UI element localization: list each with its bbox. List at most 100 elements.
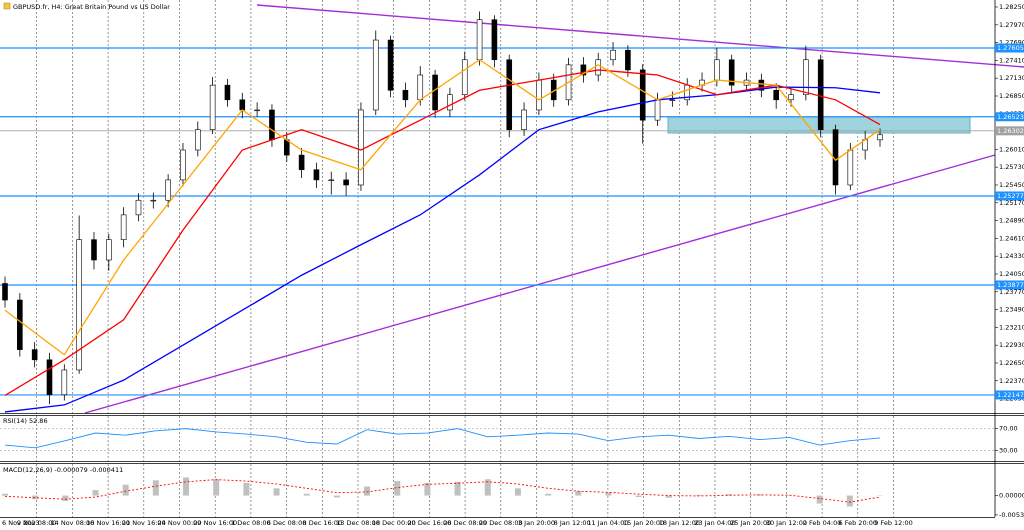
- candle-body: [654, 99, 661, 121]
- candle-body: [239, 99, 246, 111]
- x-tick-label: 25 Jan 20:00: [730, 519, 771, 527]
- candle-body: [402, 89, 409, 101]
- x-tick-label: 11 Jan 04:00: [587, 519, 628, 527]
- candle-body: [625, 49, 631, 71]
- y-tick-label: -0.005318: [999, 511, 1024, 519]
- macd-bar: [575, 491, 582, 496]
- candle-body: [803, 59, 809, 96]
- candle-body: [61, 369, 68, 396]
- y-tick-label: 1.23490: [999, 306, 1024, 314]
- candle-body: [298, 154, 305, 171]
- level-label: 1.23877: [997, 281, 1024, 289]
- candle-body: [447, 94, 453, 111]
- y-tick-label: 1.22370: [999, 377, 1024, 385]
- trend-line: [84, 154, 996, 414]
- candle-body: [224, 84, 231, 101]
- macd-bar: [394, 481, 401, 496]
- moving-average: [4, 69, 881, 396]
- y-tick-label: 1.24330: [999, 252, 1024, 260]
- y-tick-label: 1.24890: [999, 217, 1024, 225]
- macd-bar: [333, 495, 340, 498]
- x-tick-label: 16 Nov 16:00: [86, 519, 130, 527]
- time-grid: [36, 0, 894, 517]
- level-label-box: [995, 112, 1024, 122]
- candle-body: [417, 74, 424, 101]
- macd-bar: [243, 482, 250, 496]
- candle-body: [91, 239, 97, 261]
- rsi-line: [4, 428, 881, 449]
- macd-signal: [4, 479, 881, 503]
- candle-body: [728, 59, 735, 86]
- x-tick-label: 30 Jan 12:00: [766, 519, 807, 527]
- candle-body: [432, 74, 438, 111]
- candle-body: [714, 59, 720, 81]
- candle-body: [46, 359, 53, 396]
- x-tick-label: 14 Nov 08:00: [50, 519, 94, 527]
- macd-bar: [635, 495, 642, 498]
- x-tick-label: 3 Jan 20:00: [518, 519, 555, 527]
- candle-body: [788, 94, 794, 101]
- candle-body: [387, 39, 394, 91]
- y-tick-label: 1.27130: [999, 74, 1024, 82]
- rsi-title: RSI(14) 52.86: [3, 417, 48, 425]
- moving-average: [4, 86, 881, 413]
- level-label-box: [995, 43, 1024, 53]
- x-tick-label: 13 Dec 08:00: [336, 519, 380, 527]
- y-tick-label: 30.00: [999, 447, 1018, 455]
- candle-body: [343, 179, 349, 186]
- y-tick-label: 1.23210: [999, 323, 1024, 331]
- macd-bar: [665, 495, 672, 498]
- candle-body: [773, 89, 779, 101]
- macd-bar: [726, 494, 733, 496]
- y-tick-label: 1.25450: [999, 181, 1024, 189]
- macd-bar: [273, 488, 280, 496]
- y-tick-label: 1.22650: [999, 359, 1024, 367]
- x-tick-label: 23 Jan 04:00: [694, 519, 735, 527]
- x-tick-label: 24 Nov 00:00: [158, 519, 202, 527]
- level-label: 1.22147: [997, 391, 1024, 399]
- x-tick-label: 6 Nov 2023: [2, 519, 40, 527]
- x-tick-label: 20 Dec 16:00: [408, 519, 452, 527]
- macd-title: MACD(12,26,9) -0.000079 -0.000411: [3, 466, 123, 474]
- candle-body: [877, 134, 883, 141]
- x-tick-label: 15 Jan 20:00: [623, 519, 664, 527]
- candle-body: [17, 299, 23, 350]
- candle-body: [521, 109, 527, 130]
- macd-bar: [32, 495, 39, 500]
- macd-bar: [364, 486, 371, 496]
- x-tick-label: 9 Feb 12:00: [874, 519, 913, 527]
- macd-bar: [846, 495, 853, 507]
- y-tick-label: 1.26010: [999, 145, 1024, 153]
- y-tick-label: 1.24610: [999, 234, 1024, 242]
- candle-body: [476, 19, 483, 61]
- candle-body: [536, 79, 542, 111]
- candle-body: [194, 129, 201, 151]
- y-tick-label: 1.25730: [999, 163, 1024, 171]
- x-tick-label: 21 Nov 16:00: [122, 519, 166, 527]
- y-tick-label: 1.27690: [999, 39, 1024, 47]
- macd-bar: [122, 484, 129, 496]
- level-label-box: [995, 390, 1024, 400]
- macd-bar: [545, 493, 552, 496]
- last-price-label: 1.26302: [997, 127, 1024, 135]
- macd-bar: [92, 490, 99, 496]
- x-tick-label: 26 Dec 08:00: [443, 519, 487, 527]
- macd-bar: [62, 495, 69, 502]
- symbol-icon: [3, 2, 11, 10]
- candle-body: [372, 39, 379, 111]
- macd-bar: [484, 479, 491, 496]
- x-tick-label: 8 Jan 12:00: [554, 519, 591, 527]
- candle-body: [150, 199, 157, 202]
- y-tick-label: 1.24050: [999, 270, 1024, 278]
- macd-bar: [514, 488, 521, 496]
- y-tick-label: 70.00: [999, 425, 1018, 433]
- candle-body: [506, 59, 513, 130]
- candle-body: [2, 283, 8, 301]
- macd-bar: [213, 479, 220, 496]
- macd-bar: [303, 493, 310, 496]
- x-tick-label: 18 Dec 00:00: [372, 519, 416, 527]
- y-tick-label: 0.000000: [999, 492, 1024, 500]
- candle-body: [313, 169, 320, 181]
- macd-bar: [816, 495, 823, 504]
